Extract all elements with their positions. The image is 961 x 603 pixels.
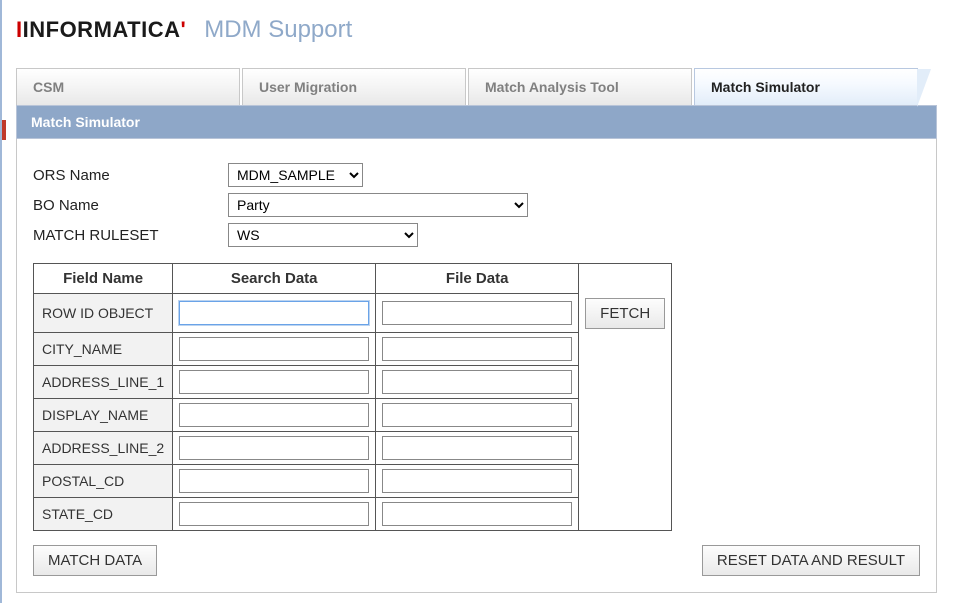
search-input-postal[interactable] — [179, 469, 369, 493]
bo-name-select[interactable]: Party — [228, 193, 528, 217]
field-name-cell: STATE_CD — [34, 498, 173, 531]
file-input-display[interactable] — [382, 403, 572, 427]
search-input-row-id[interactable] — [179, 301, 369, 325]
tab-csm[interactable]: CSM — [16, 68, 240, 105]
tab-user-migration[interactable]: User Migration — [242, 68, 466, 105]
match-data-button[interactable]: MATCH DATA — [33, 545, 157, 576]
col-field-name: Field Name — [34, 264, 173, 294]
action-row: MATCH DATA RESET DATA AND RESULT — [33, 545, 920, 576]
tab-match-simulator[interactable]: Match Simulator — [694, 68, 918, 105]
search-input-display[interactable] — [179, 403, 369, 427]
file-input-addr2[interactable] — [382, 436, 572, 460]
field-name-cell: POSTAL_CD — [34, 465, 173, 498]
field-name-cell: ADDRESS_LINE_2 — [34, 432, 173, 465]
table-row: STATE_CD — [34, 498, 672, 531]
field-name-cell: ROW ID OBJECT — [34, 294, 173, 333]
table-row: ROW ID OBJECT FETCH — [34, 294, 672, 333]
search-input-addr1[interactable] — [179, 370, 369, 394]
search-input-addr2[interactable] — [179, 436, 369, 460]
fetch-button[interactable]: FETCH — [585, 298, 665, 329]
file-input-city[interactable] — [382, 337, 572, 361]
search-input-state[interactable] — [179, 502, 369, 526]
file-input-state[interactable] — [382, 502, 572, 526]
app-title: MDM Support — [204, 16, 352, 44]
ors-name-select[interactable]: MDM_SAMPLE — [228, 163, 363, 187]
tabs: CSM User Migration Match Analysis Tool M… — [16, 68, 951, 105]
field-name-cell: DISPLAY_NAME — [34, 399, 173, 432]
brand-pre: INFORMAT — [23, 17, 141, 43]
field-data-table: Field Name Search Data File Data ROW ID … — [33, 263, 672, 531]
brand-i: I — [16, 17, 23, 43]
reset-button[interactable]: RESET DATA AND RESULT — [702, 545, 920, 576]
bo-name-label: BO Name — [33, 197, 228, 214]
file-input-postal[interactable] — [382, 469, 572, 493]
table-row: CITY_NAME — [34, 333, 672, 366]
file-input-row-id[interactable] — [382, 301, 572, 325]
brand-post: CA — [148, 17, 181, 43]
left-red-marker — [2, 120, 6, 140]
table-row: POSTAL_CD — [34, 465, 672, 498]
field-name-cell: ADDRESS_LINE_1 — [34, 366, 173, 399]
match-ruleset-select[interactable]: WS — [228, 223, 418, 247]
table-row: ADDRESS_LINE_1 — [34, 366, 672, 399]
header: IINFORMATICA' MDM Support — [2, 10, 951, 62]
col-search-data: Search Data — [173, 264, 376, 294]
col-file-data: File Data — [376, 264, 579, 294]
search-input-city[interactable] — [179, 337, 369, 361]
table-row: ADDRESS_LINE_2 — [34, 432, 672, 465]
match-simulator-panel: ORS Name MDM_SAMPLE BO Name Party MATCH … — [16, 139, 937, 593]
brand-i2: I — [141, 17, 148, 43]
brand-apostrophe: ' — [181, 17, 187, 43]
ors-name-label: ORS Name — [33, 167, 228, 184]
table-row: DISPLAY_NAME — [34, 399, 672, 432]
tab-match-analysis[interactable]: Match Analysis Tool — [468, 68, 692, 105]
field-name-cell: CITY_NAME — [34, 333, 173, 366]
panel-title: Match Simulator — [16, 105, 937, 139]
match-ruleset-label: MATCH RULESET — [33, 227, 228, 244]
file-input-addr1[interactable] — [382, 370, 572, 394]
brand-logo: IINFORMATICA' — [16, 17, 186, 43]
